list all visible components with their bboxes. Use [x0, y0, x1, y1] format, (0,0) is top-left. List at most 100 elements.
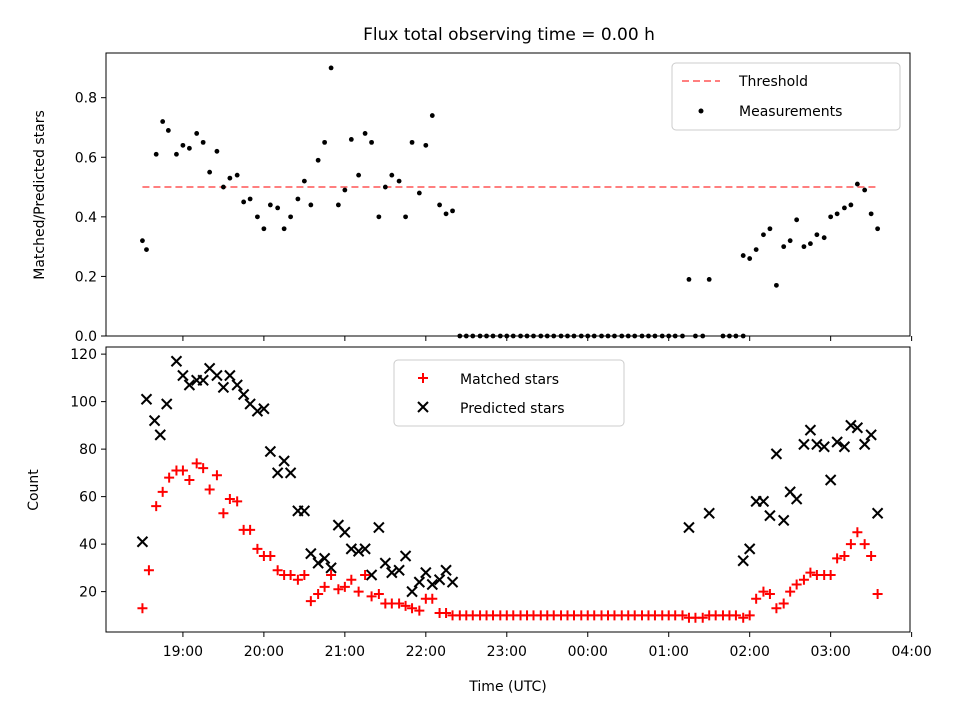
measurement-point: [510, 333, 516, 339]
predicted-star-point: [373, 521, 385, 534]
x-tick-label: 01:00: [649, 644, 689, 660]
measurement-point: [727, 333, 732, 339]
measurement-point: [571, 333, 577, 339]
predicted-star-point: [420, 566, 432, 579]
predicted-star-point: [298, 505, 311, 517]
measurement-point: [423, 142, 429, 148]
matched-star-point: [353, 586, 364, 597]
predicted-star-point: [278, 455, 290, 467]
measurement-point: [144, 247, 149, 253]
predicted-star-point: [305, 547, 317, 560]
predicted-star-point: [845, 419, 857, 432]
measurement-point: [484, 333, 489, 339]
predicted-star-point: [379, 557, 392, 569]
measurement-point: [180, 142, 186, 148]
measurement-point: [369, 139, 374, 145]
predicted-star-point: [798, 438, 810, 451]
measurement-point: [578, 333, 584, 339]
predicted-star-point: [386, 566, 398, 579]
measurement-point: [160, 119, 166, 124]
measurement-point: [666, 333, 672, 339]
bottom-y-tick-label: 120: [70, 347, 97, 363]
predicted-star-point: [258, 403, 270, 415]
matched-star-point: [292, 574, 303, 585]
predicted-star-point: [365, 569, 378, 581]
predicted-star-point: [818, 441, 830, 453]
matched-star-point: [697, 612, 708, 623]
measurement-point: [868, 211, 874, 217]
measurement-point: [538, 333, 544, 339]
matched-star-point: [326, 570, 337, 580]
matched-star-point: [252, 543, 263, 554]
predicted-star-point: [197, 374, 209, 386]
predicted-star-point: [858, 438, 871, 451]
measurement-point: [720, 333, 726, 339]
matched-star-point: [427, 593, 438, 604]
measurement-point: [288, 214, 294, 220]
measurement-point: [153, 151, 159, 157]
bottom-y-tick-label: 40: [79, 537, 97, 553]
top-y-tick-label: 0.4: [75, 210, 97, 226]
x-tick-label: 22:00: [406, 644, 446, 660]
measurement-point: [875, 226, 881, 232]
measurement-point: [625, 333, 631, 339]
measurement-point: [700, 333, 706, 339]
chart-title: Flux total observing time = 0.00 h: [363, 25, 655, 45]
x-tick-label: 02:00: [730, 644, 770, 660]
predicted-star-point: [148, 414, 161, 427]
measurement-point: [740, 333, 746, 339]
top-legend-box: [671, 62, 901, 131]
matched-star-point: [319, 581, 330, 592]
predicted-star-point: [318, 552, 331, 565]
matched-star-point: [839, 551, 850, 561]
measurement-point: [814, 232, 820, 238]
matched-star-point: [758, 586, 769, 597]
measurement-point: [585, 333, 591, 339]
measurement-point: [437, 202, 442, 208]
bottom-panel: 20 40 60 80 100 120 19:00 20:00 21:00 22:00 23:00…: [26, 346, 932, 695]
predicted-star-point: [683, 521, 695, 534]
predicted-star-point: [440, 564, 452, 576]
predicted-star-point: [743, 543, 756, 555]
measurement-point: [342, 187, 348, 193]
matched-star-point: [157, 486, 168, 497]
measurement-point: [828, 214, 834, 220]
predicted-star-point: [237, 388, 250, 401]
measurement-point: [787, 238, 793, 244]
matched-star-point: [198, 463, 209, 474]
measurement-point: [186, 145, 192, 151]
predicted-star-point: [824, 474, 837, 486]
legend-threshold-label: Threshold: [738, 74, 808, 90]
predicted-star-point: [757, 495, 770, 508]
matched-star-point: [313, 589, 324, 599]
measurement-point: [680, 333, 685, 339]
measurement-point: [639, 333, 645, 339]
matched-star-point: [333, 584, 344, 595]
matched-star-point: [218, 508, 229, 519]
predicted-star-point: [433, 574, 446, 586]
measurement-point: [591, 333, 597, 339]
measurement-point: [443, 211, 449, 217]
predicted-star-point: [251, 405, 264, 417]
predicted-star-point: [413, 576, 426, 588]
matched-star-point: [441, 608, 452, 618]
measurement-point: [821, 235, 827, 241]
predicted-star-point: [777, 514, 790, 527]
matched-star-point: [204, 484, 215, 495]
matched-star-point: [339, 581, 350, 592]
measurement-point: [403, 214, 408, 220]
measurement-point: [275, 205, 281, 211]
bottom-y-tick-label: 80: [79, 442, 97, 458]
bottom-x-ticks: 19:00 20:00 21:00 22:00 23:00 00:00 01:00 02:00…: [163, 632, 932, 660]
matched-star-point: [744, 610, 755, 621]
x-tick-label: 03:00: [810, 644, 850, 660]
predicted-star-point: [136, 536, 149, 548]
measurement-point: [200, 139, 206, 145]
measurement-point: [497, 333, 503, 339]
matched-star-point: [751, 593, 762, 604]
matched-star-point: [400, 600, 411, 611]
measurement-point: [194, 131, 200, 136]
measurement-point: [165, 128, 171, 133]
measurement-point: [457, 333, 463, 339]
